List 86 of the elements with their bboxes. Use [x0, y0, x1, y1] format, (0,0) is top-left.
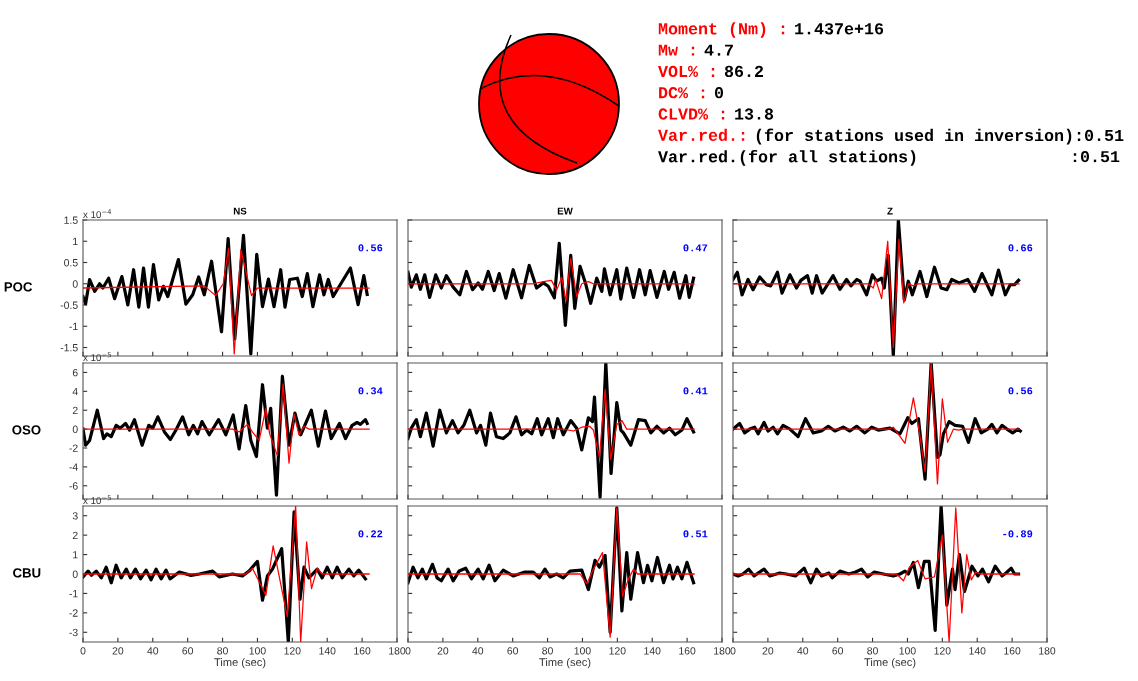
text: CLVD% : [658, 108, 725, 120]
y-tick-label: -0.5 [60, 301, 78, 309]
x-tick-label: 160 [354, 647, 371, 655]
x-tick-label: 160 [679, 647, 696, 655]
x-tick-label: 0 [730, 647, 736, 655]
text: 1.437e+16 [795, 23, 884, 35]
x-tick-label: 100 [249, 647, 266, 655]
x-axis-title: Time (sec) [214, 657, 266, 669]
x-tick-label: 0 [405, 647, 411, 655]
x-tick-label: 60 [507, 647, 519, 655]
y-tick-label: 0 [72, 425, 78, 433]
text: Var.red.(for all stations) [658, 149, 916, 166]
x-tick-label: 80 [542, 647, 553, 655]
y-tick-label: 1 [73, 551, 78, 559]
y-tick-label: -2 [69, 444, 78, 452]
annotation: -0.89 [1003, 530, 1033, 538]
x-tick-label: 60 [182, 647, 194, 655]
x-tick-label: 180 [714, 647, 731, 655]
annotation: 0.56 [1008, 387, 1033, 395]
y-tick-label: 0.5 [64, 259, 78, 267]
annotation: 0.22 [358, 530, 383, 538]
text: 0 [714, 87, 724, 99]
y-axis-title: OSO [12, 425, 41, 435]
chart-title: Z [887, 207, 893, 215]
x-tick-label: 120 [934, 647, 951, 655]
x-tick-label: 120 [609, 647, 626, 655]
text: Moment (Nm) : [658, 22, 785, 38]
x-tick-label: 140 [644, 647, 661, 655]
x-tick-label: 180 [1039, 647, 1056, 655]
annotation: 0.34 [358, 387, 383, 395]
y-tick-label: -2 [69, 609, 78, 617]
x-tick-label: 40 [797, 647, 809, 655]
text: DC% : [659, 87, 705, 99]
annotation: 0.41 [683, 387, 708, 395]
y-tick-label: -3 [69, 628, 78, 637]
text: x 10$^{−4}$ [83, 209, 112, 219]
y-tick-label: 2 [72, 406, 78, 414]
text: 86.2 [724, 65, 764, 78]
annotation: 0.47 [683, 244, 708, 252]
x-tick-label: 160 [1004, 647, 1021, 655]
y-tick-label: 1.5 [64, 216, 78, 224]
x-tick-label: 140 [969, 647, 986, 655]
y-tick-label: -1 [69, 590, 78, 598]
y-tick-label: 3 [72, 512, 78, 520]
text: Mw : [658, 44, 695, 56]
x-tick-label: 80 [217, 647, 228, 655]
x-tick-label: 20 [437, 647, 449, 655]
annotation: 0.66 [1008, 244, 1033, 252]
x-tick-label: 140 [319, 647, 336, 655]
y-tick-label: -1.5 [60, 344, 78, 352]
x-tick-label: 40 [147, 647, 159, 655]
x-tick-label: 0 [80, 647, 86, 655]
y-tick-label: -4 [69, 463, 78, 471]
text: :0.51 [1073, 150, 1120, 163]
x-tick-label: 20 [762, 647, 774, 655]
text: 4.7 [704, 44, 733, 56]
annotation: x 10$^{−5}$ [83, 352, 111, 362]
x-tick-label: 60 [832, 647, 844, 655]
y-tick-label: 4 [72, 387, 78, 396]
x-tick-label: 20 [112, 647, 124, 655]
text: 13.8 [735, 108, 774, 120]
y-tick-label: -1 [69, 322, 78, 331]
x-tick-label: 100 [574, 647, 591, 655]
annotation: 0.51 [683, 530, 708, 538]
y-tick-label: 0 [72, 280, 78, 288]
x-tick-label: 180 [389, 647, 406, 655]
y-tick-label: 0 [72, 570, 78, 578]
text: (for stations used in inversion):0.51 [756, 128, 1124, 145]
x-tick-label: 100 [899, 647, 916, 655]
x-tick-label: 40 [472, 647, 484, 655]
chart-title: EW [557, 207, 573, 215]
y-axis-title: POC [4, 282, 33, 292]
text: Var.red.: [658, 128, 745, 141]
x-axis-title: Time (sec) [539, 657, 591, 669]
y-tick-label: 1 [73, 237, 78, 246]
y-tick-label: -6 [69, 482, 78, 490]
x-axis-title: Time (sec) [864, 657, 916, 669]
y-axis-title: CBU [13, 568, 41, 578]
annotation: 0.56 [358, 244, 383, 252]
text: VOL% : [658, 65, 715, 78]
annotation: x 10$^{−5}$ [83, 495, 111, 505]
chart-title: NS [233, 207, 247, 215]
y-tick-label: 2 [72, 531, 78, 539]
x-tick-label: 120 [284, 647, 301, 655]
x-tick-label: 80 [867, 647, 878, 655]
y-tick-label: 6 [72, 368, 78, 377]
